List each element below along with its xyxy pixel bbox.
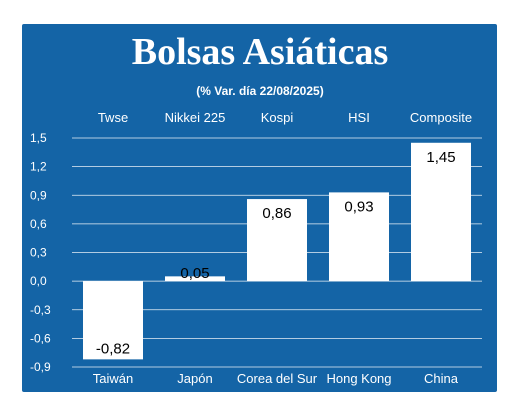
category-label: Taiwán <box>93 371 133 386</box>
chart-title: Bolsas Asiáticas <box>132 31 389 73</box>
labels: -0,82 Twse Taiwán 0,05 Nikkei 225 Japón 0,86 Ko… <box>93 110 472 386</box>
data-label: -0,82 <box>96 340 130 357</box>
bar-hong-kong <box>329 192 389 282</box>
category-label: Corea del Sur <box>237 371 318 386</box>
y-tick-label: -0,3 <box>30 303 51 317</box>
index-name-label: Nikkei 225 <box>165 110 226 125</box>
data-label: 0,86 <box>262 205 291 222</box>
y-tick-label: 0,6 <box>30 217 47 231</box>
index-name-label: Twse <box>98 110 128 125</box>
bar-corea-del-sur <box>247 199 307 282</box>
category-label: Japón <box>177 371 212 386</box>
y-tick-label: -0,9 <box>30 360 51 374</box>
bars <box>83 142 471 360</box>
category-label: Hong Kong <box>326 371 391 386</box>
category-label: China <box>424 371 459 386</box>
y-tick-label: 0,0 <box>30 274 47 288</box>
bar-taiwán <box>83 281 143 360</box>
bar-china <box>411 142 471 282</box>
bar-japón <box>165 276 225 282</box>
data-label: 0,05 <box>180 265 209 282</box>
y-tick-label: 0,9 <box>30 188 47 202</box>
index-name-label: Composite <box>410 110 472 125</box>
index-name-label: Kospi <box>261 110 294 125</box>
data-label: 0,93 <box>344 198 373 215</box>
y-tick-label: 1,2 <box>30 160 47 174</box>
y-tick-label: 0,3 <box>30 246 47 260</box>
y-tick-label: -0,6 <box>30 331 51 345</box>
chart-subtitle: (% Var. día 22/08/2025) <box>196 84 323 98</box>
y-tick-label: 1,5 <box>30 131 47 145</box>
index-name-label: HSI <box>348 110 370 125</box>
data-label: 1,45 <box>426 149 455 166</box>
y-axis: -0,9 -0,6 -0,3 0,0 0,3 0,6 0,9 1,2 1,5 <box>30 131 51 374</box>
